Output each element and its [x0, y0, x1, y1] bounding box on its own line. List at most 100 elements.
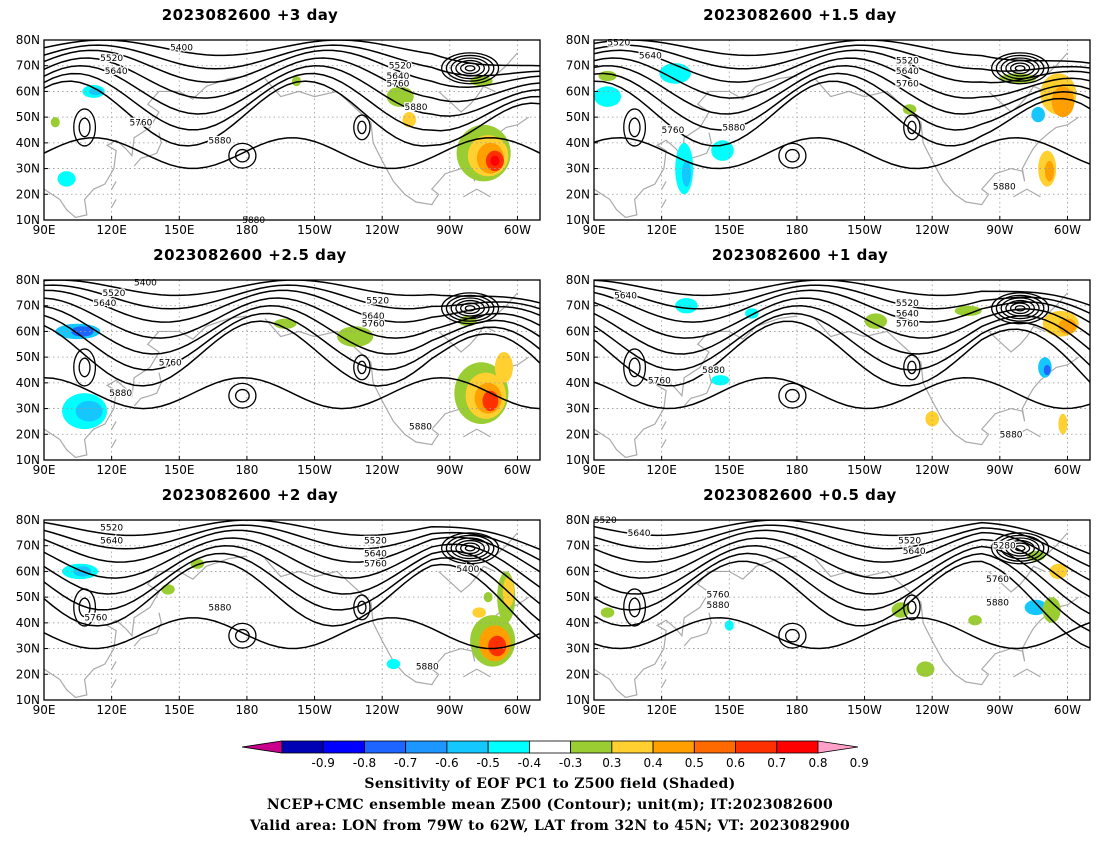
contour-label: 5760: [896, 320, 919, 330]
coastline: [111, 661, 117, 670]
contour-label: 5760: [84, 614, 107, 624]
lat-tick-label: 40N: [16, 136, 40, 150]
z500-closed-contour: [628, 357, 641, 378]
z500-closed-low: [1009, 542, 1031, 555]
z500-closed-contour: [234, 148, 250, 163]
map-panel-plus-3-day: 2023082600 +3 day 5400 5520 5640 5520 5640 57…: [0, 0, 541, 240]
z500-contour: [44, 524, 540, 561]
colorbar-label: 0.7: [767, 756, 786, 770]
contour-label: 5520: [389, 62, 412, 72]
lon-tick-label: 150E: [714, 223, 745, 237]
z500-contour: [594, 552, 1090, 632]
lon-tick-label: 60W: [504, 703, 531, 717]
z500-closed-contour: [907, 600, 917, 615]
z500-closed-low: [455, 539, 485, 557]
z500-closed-contour: [784, 388, 800, 403]
sensitivity-shading: [50, 117, 60, 128]
lon-tick-label: 120W: [365, 463, 400, 477]
coastline: [44, 315, 247, 459]
coastline: [494, 292, 518, 317]
map-canvas: 5400552056405520564057605880576058805880…: [16, 33, 541, 237]
coastline: [661, 199, 667, 208]
contour-label: 5640: [639, 51, 662, 61]
lon-tick-label: 150E: [164, 223, 195, 237]
lon-tick-label: 150E: [714, 703, 745, 717]
lat-tick-label: 30N: [16, 162, 40, 176]
z500-contour: [594, 560, 1090, 649]
contour-label: 5520: [898, 537, 921, 547]
lon-tick-label: 90W: [986, 703, 1013, 717]
contour-label: 5880: [208, 136, 231, 146]
contour-label: 5880: [409, 423, 432, 433]
z500-closed-contour: [73, 588, 97, 627]
z500-contour: [44, 44, 540, 77]
z500-closed-low: [1000, 57, 1040, 80]
lat-tick-label: 20N: [16, 187, 40, 201]
z500-closed-contour: [907, 360, 917, 375]
panel-title: 2023082600 +2.5 day: [153, 246, 347, 264]
lon-tick-label: 60W: [1054, 223, 1081, 237]
z500-closed-contour: [234, 628, 250, 643]
lat-tick-label: 10N: [16, 213, 40, 227]
sensitivity-shading: [494, 352, 513, 383]
z500-contour: [594, 57, 1090, 99]
sensitivity-shading: [1051, 86, 1075, 118]
lon-tick-label: 120E: [646, 703, 677, 717]
lon-tick-label: 180: [785, 223, 808, 237]
z500-closed-contour: [228, 382, 257, 409]
z500-closed-low: [1014, 65, 1026, 72]
contour-label: 5880: [986, 598, 1009, 608]
colorbar-label: 0.4: [644, 756, 663, 770]
contour-label: 5760: [648, 376, 671, 386]
colorbar-label: -0.5: [476, 756, 499, 770]
z500-contour: [44, 137, 540, 170]
lat-tick-label: 20N: [566, 667, 590, 681]
contour-label: 5640: [93, 299, 116, 309]
z500-closed-low: [459, 542, 481, 555]
lat-tick-label: 50N: [566, 590, 590, 604]
z500-closed-contour: [623, 108, 647, 147]
lat-tick-label: 60N: [16, 84, 40, 98]
z500-closed-low: [459, 302, 481, 315]
z500-contour: [44, 64, 540, 117]
lat-tick-label: 20N: [566, 187, 590, 201]
z500-closed-contour: [353, 354, 371, 381]
sensitivity-shading: [386, 658, 401, 670]
z500-closed-low: [450, 297, 490, 320]
z500-closed-low: [1009, 302, 1031, 315]
map-frame: [43, 279, 541, 461]
lat-tick-label: 70N: [566, 539, 590, 553]
z500-closed-contour: [623, 588, 647, 627]
colorbar-swatch: [611, 740, 654, 754]
footer-line-2: NCEP+CMC ensemble mean Z500 (Contour); u…: [266, 797, 834, 813]
z500-closed-contour: [357, 120, 367, 135]
z500-contour: [44, 376, 540, 410]
panel-title: 2023082600 +2 day: [161, 486, 339, 504]
contour-label: 5520: [594, 516, 617, 526]
lat-tick-label: 70N: [566, 299, 590, 313]
colorbar-label: 0.8: [808, 756, 827, 770]
z500-closed-low: [450, 57, 490, 80]
colorbar-swatch: [322, 740, 365, 754]
contour-label: 5640: [105, 67, 128, 77]
z500-closed-low: [441, 532, 500, 565]
z500-contour: [44, 312, 540, 371]
z500-closed-contour: [78, 117, 91, 138]
coastline: [594, 555, 797, 699]
contour-label: 5640: [362, 312, 385, 322]
contour-label: 5400: [456, 565, 479, 575]
z500-closed-low: [459, 62, 481, 75]
contour-label: 5760: [387, 80, 410, 90]
sensitivity-shading: [902, 104, 917, 115]
coastline: [1044, 532, 1068, 557]
contour-label: 5880: [1000, 430, 1023, 440]
coastline: [661, 421, 667, 430]
lon-tick-label: 150W: [297, 223, 332, 237]
z500-closed-contour: [628, 597, 641, 618]
lat-tick-label: 70N: [16, 59, 40, 73]
lon-tick-label: 150E: [164, 703, 195, 717]
coastline: [661, 439, 667, 448]
lat-tick-label: 80N: [566, 33, 590, 47]
sensitivity-shading: [916, 661, 935, 677]
lon-tick-label: 150E: [714, 463, 745, 477]
